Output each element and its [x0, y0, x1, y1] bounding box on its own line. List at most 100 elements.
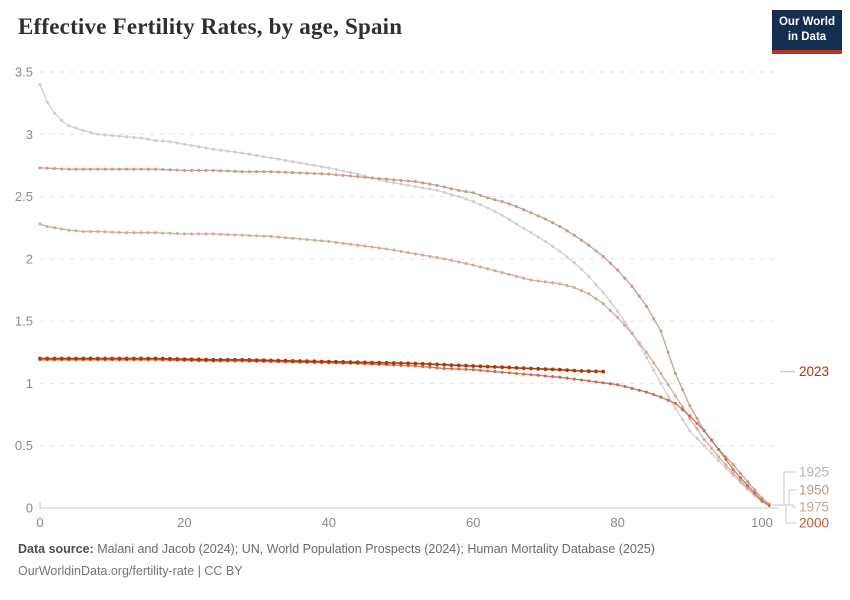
data-point — [38, 222, 42, 226]
data-point — [269, 156, 273, 160]
data-point — [442, 257, 446, 261]
data-point — [695, 436, 699, 440]
data-point — [471, 263, 475, 267]
data-point — [168, 356, 172, 361]
data-point — [724, 463, 728, 467]
series-2023[interactable] — [38, 356, 606, 374]
data-point — [348, 242, 353, 246]
data-point — [551, 375, 555, 379]
data-point — [67, 124, 71, 128]
data-point — [702, 444, 706, 448]
gridlines: 0 0.5 1 1.5 2 2.5 3 3.5 — [15, 65, 778, 516]
data-point — [175, 168, 179, 172]
data-point — [572, 377, 576, 381]
data-point — [81, 167, 85, 171]
data-point — [738, 479, 742, 483]
data-point — [500, 213, 504, 217]
data-point — [717, 455, 721, 459]
data-point — [572, 368, 577, 373]
series-year-label[interactable]: 2023 — [799, 364, 829, 379]
data-point — [644, 390, 649, 394]
series-year-label[interactable]: 2000 — [799, 516, 829, 531]
series-1925[interactable] — [38, 82, 771, 508]
series-year-label[interactable]: 1975 — [799, 500, 829, 515]
data-point — [363, 360, 367, 365]
owid-logo[interactable]: Our World in Data — [772, 10, 842, 54]
data-point — [623, 323, 627, 328]
data-point — [486, 267, 490, 271]
data-point — [493, 370, 497, 374]
data-point — [435, 256, 439, 260]
data-point — [283, 170, 288, 174]
data-point — [276, 235, 280, 239]
data-point — [59, 356, 64, 361]
data-point — [558, 375, 562, 379]
data-point — [370, 245, 374, 249]
data-point — [760, 498, 764, 503]
data-point — [486, 196, 490, 200]
data-point — [341, 360, 346, 364]
end-label-2000[interactable]: 2000 — [772, 504, 829, 531]
data-point — [442, 185, 446, 189]
series-1950[interactable] — [38, 166, 771, 506]
owid-logo-line2: in Data — [787, 30, 827, 43]
data-point — [45, 100, 49, 104]
data-point — [103, 230, 107, 234]
data-point — [233, 357, 237, 362]
data-point — [558, 224, 562, 229]
data-point — [125, 135, 129, 139]
series-1975[interactable] — [38, 222, 771, 508]
data-point — [514, 274, 519, 278]
x-tick-label: 100 — [751, 515, 773, 530]
data-point — [717, 447, 721, 452]
data-point — [197, 145, 201, 149]
data-point — [312, 238, 316, 242]
data-point — [175, 232, 179, 236]
data-point — [478, 193, 482, 197]
series-2000[interactable] — [38, 358, 771, 508]
data-point — [139, 136, 143, 140]
data-point — [421, 181, 425, 185]
data-point — [536, 279, 540, 283]
data-point — [536, 373, 540, 377]
data-point — [52, 166, 56, 171]
data-point — [88, 356, 93, 361]
data-point — [428, 362, 432, 366]
data-point — [464, 367, 468, 371]
data-point — [45, 166, 49, 170]
data-point — [536, 235, 540, 239]
data-point — [493, 209, 497, 214]
data-point — [182, 142, 186, 146]
data-point — [594, 297, 598, 301]
data-point — [413, 180, 417, 184]
data-point — [399, 361, 403, 366]
license-link[interactable]: OurWorldinData.org/fertility-rate | CC B… — [18, 563, 243, 578]
data-point — [60, 227, 64, 231]
data-point — [341, 173, 345, 177]
data-point — [38, 166, 42, 170]
data-point — [695, 427, 699, 431]
data-point — [616, 268, 620, 272]
data-point — [579, 369, 584, 373]
data-point — [269, 234, 273, 238]
data-point — [572, 261, 576, 265]
data-point — [666, 394, 670, 398]
data-point — [52, 226, 56, 230]
data-point — [211, 147, 215, 151]
end-label-1975[interactable]: 1975 — [772, 500, 829, 515]
data-point — [464, 261, 468, 266]
data-point — [428, 254, 432, 258]
data-point — [291, 236, 295, 240]
data-point — [456, 363, 461, 368]
data-point — [717, 459, 721, 463]
data-point — [88, 229, 93, 234]
end-label-2023[interactable]: 2023 — [780, 364, 829, 379]
series-year-label[interactable]: 1950 — [799, 483, 829, 498]
data-point — [197, 232, 201, 236]
data-point — [493, 269, 497, 273]
series-year-label[interactable]: 1925 — [799, 465, 829, 480]
data-point — [637, 294, 641, 298]
data-point — [117, 134, 121, 138]
data-point — [196, 357, 201, 362]
series-line-1975 — [39, 223, 770, 507]
